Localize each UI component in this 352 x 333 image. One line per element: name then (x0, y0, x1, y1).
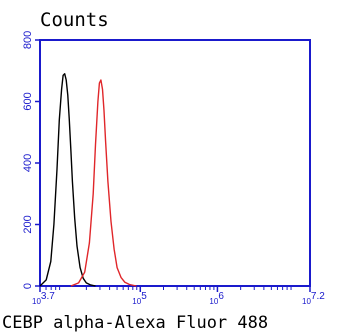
series-group (39, 73, 137, 287)
x-axis-label: CEBP alpha-Alexa Fluor 488 (2, 313, 268, 333)
y-tick-label-200: 200 (22, 215, 34, 233)
y-tick-label-0: 0 (22, 283, 34, 289)
x-tick-label: 103.7 (32, 291, 55, 306)
y-tick-label-600: 600 (22, 92, 34, 110)
x-tick-label: 106 (209, 291, 224, 306)
x-tick-label: 105 (132, 291, 147, 306)
y-tick-label-400: 400 (22, 154, 34, 172)
series-line-2 (70, 79, 137, 287)
x-ticks: 103.7 105 106 107.2 (32, 286, 325, 306)
x-tick-label: 107.2 (302, 291, 325, 306)
y-axis-label: Counts (40, 9, 109, 31)
plot-frame (39, 39, 311, 287)
y-ticks: 0 200 400 600 800 (22, 31, 40, 289)
y-tick-label-800: 800 (22, 31, 34, 49)
series-line-1 (39, 73, 96, 287)
